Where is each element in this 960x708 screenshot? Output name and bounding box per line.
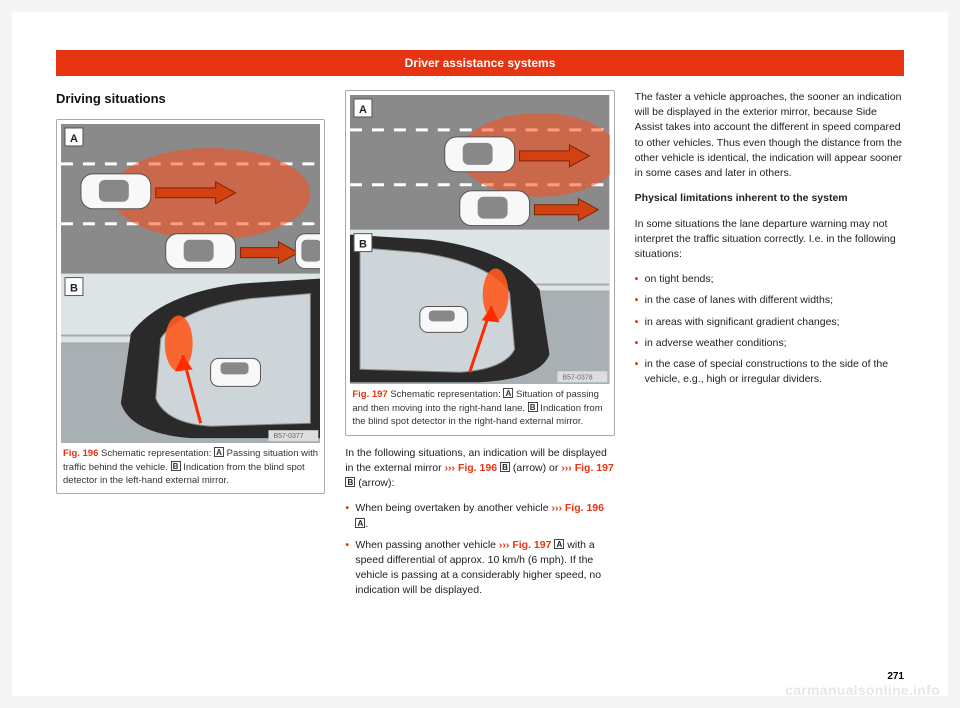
list-item: in the case of special constructions to … [635, 357, 904, 387]
figure-197-svg: A [350, 95, 609, 384]
fig196-ref: Fig. 196 [63, 448, 98, 459]
list-item: in the case of lanes with different widt… [635, 293, 904, 308]
list-item: When passing another vehicle ››› Fig. 19… [345, 538, 614, 599]
watermark: carmanualsonline.info [785, 682, 940, 696]
list-item: on tight bends; [635, 272, 904, 287]
fig196-badge: B57-0377 [273, 433, 303, 440]
col3-bullet-list: on tight bends; in the case of lanes wit… [635, 272, 904, 387]
list-item: in adverse weather conditions; [635, 336, 904, 351]
col2-bullet-list: When being overtaken by another vehicle … [345, 501, 614, 598]
page-number: 271 [887, 671, 904, 682]
col3-p2: In some situations the lane departure wa… [635, 217, 904, 263]
fig197-badge: B57-0378 [563, 374, 593, 381]
section-header-bar: Driver assistance systems [56, 50, 904, 76]
fig197-label-a: A [359, 104, 367, 116]
figure-197-caption: Fig. 197 Schematic representation: A Sit… [350, 384, 609, 430]
list-item: in areas with significant gradient chang… [635, 315, 904, 330]
manual-page: Driver assistance systems Driving situat… [12, 12, 948, 696]
column-2: A [345, 90, 614, 676]
content-columns: Driving situations [56, 90, 904, 676]
figure-196-container: A [56, 119, 325, 495]
list-item: When being overtaken by another vehicle … [345, 501, 614, 531]
section-header-title: Driver assistance systems [405, 56, 556, 70]
column-3: The faster a vehicle approaches, the soo… [635, 90, 904, 676]
section-title: Driving situations [56, 90, 325, 109]
col2-intro-paragraph: In the following situations, an indicati… [345, 446, 614, 492]
column-1: Driving situations [56, 90, 325, 676]
col3-subheading: Physical limitations inherent to the sys… [635, 191, 904, 206]
col3-p1: The faster a vehicle approaches, the soo… [635, 90, 904, 181]
figure-196-svg: A [61, 124, 320, 443]
fig197-label-b: B [359, 239, 367, 251]
fig196-label-a: A [70, 133, 78, 145]
fig197-ref: Fig. 197 [352, 389, 387, 400]
figure-197-container: A [345, 90, 614, 436]
fig196-label-b: B [70, 282, 78, 294]
figure-196-caption: Fig. 196 Schematic representation: A Pas… [61, 443, 320, 489]
